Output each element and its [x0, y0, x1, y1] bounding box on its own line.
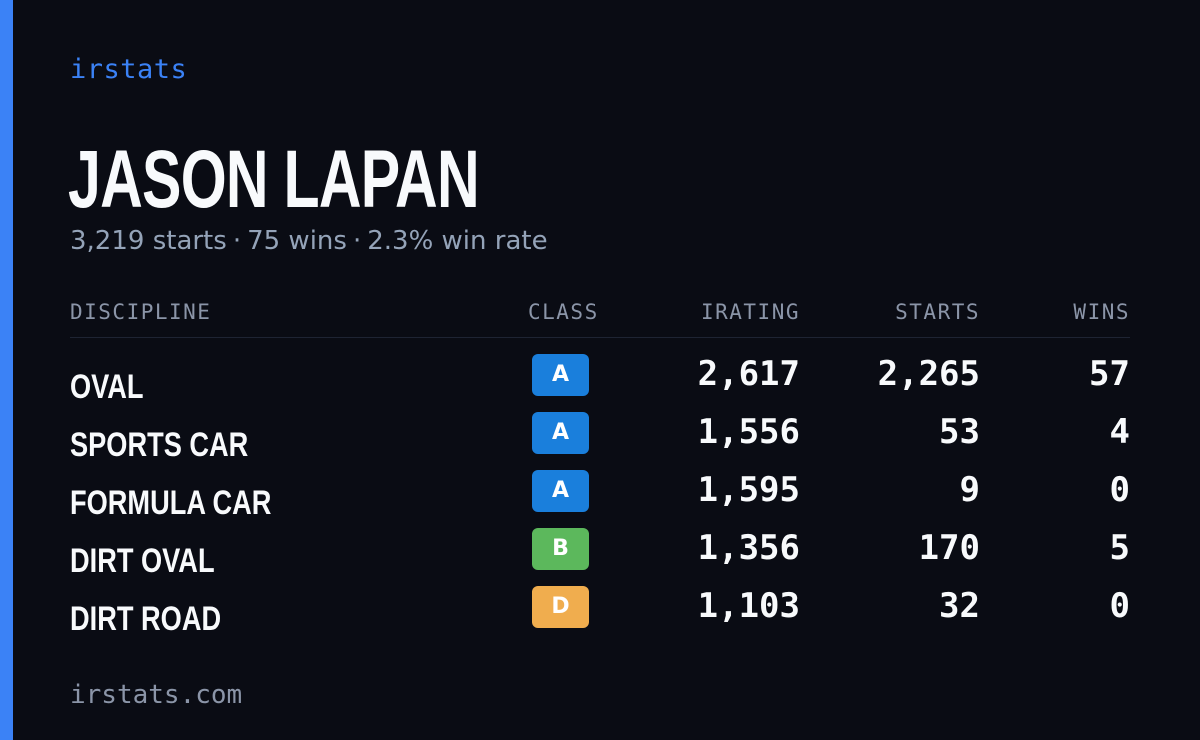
header-starts: STARTS	[895, 300, 980, 324]
footer-url[interactable]: irstats.com	[70, 680, 243, 710]
total-starts: 3,219 starts	[70, 226, 227, 256]
irating-value: 1,356	[697, 528, 800, 568]
separator: ·	[352, 226, 362, 256]
header-wins: WINS	[1073, 300, 1130, 324]
win-rate: 2.3% win rate	[367, 226, 548, 256]
driver-summary: 3,219 starts · 75 wins · 2.3% win rate	[70, 226, 548, 256]
table-header: DISCIPLINE CLASS IRATING STARTS WINS	[70, 300, 1130, 338]
class-badge: D	[532, 586, 589, 628]
driver-name: JASON LAPAN	[68, 134, 480, 225]
starts-value: 9	[959, 470, 980, 510]
discipline-name: DIRT OVAL	[70, 542, 215, 580]
discipline-name: OVAL	[70, 368, 144, 406]
header-discipline: DISCIPLINE	[70, 300, 212, 324]
table-row: OVAL A 2,617 2,265 57	[70, 354, 1130, 418]
wins-value: 4	[1109, 412, 1130, 452]
wins-value: 57	[1089, 354, 1130, 394]
starts-value: 53	[939, 412, 980, 452]
table-row: FORMULA CAR A 1,595 9 0	[70, 470, 1130, 534]
discipline-name: SPORTS CAR	[70, 426, 249, 464]
starts-value: 170	[918, 528, 980, 568]
class-badge: A	[532, 354, 589, 396]
table-row: DIRT OVAL B 1,356 170 5	[70, 528, 1130, 592]
discipline-name: DIRT ROAD	[70, 600, 222, 638]
discipline-name: FORMULA CAR	[70, 484, 272, 522]
irating-value: 1,595	[697, 470, 800, 510]
class-badge: B	[532, 528, 589, 570]
header-irating: IRATING	[700, 300, 800, 324]
class-badge: A	[532, 412, 589, 454]
irating-value: 1,103	[697, 586, 800, 626]
brand-logo-text: irstats	[70, 54, 188, 85]
table-row: SPORTS CAR A 1,556 53 4	[70, 412, 1130, 476]
starts-value: 2,265	[877, 354, 980, 394]
table-row: DIRT ROAD D 1,103 32 0	[70, 586, 1130, 650]
starts-value: 32	[939, 586, 980, 626]
wins-value: 0	[1109, 470, 1130, 510]
header-class: CLASS	[528, 300, 599, 324]
class-badge: A	[532, 470, 589, 512]
irating-value: 2,617	[697, 354, 800, 394]
accent-bar	[0, 0, 13, 740]
wins-value: 5	[1109, 528, 1130, 568]
total-wins: 75 wins	[247, 226, 347, 256]
wins-value: 0	[1109, 586, 1130, 626]
separator: ·	[232, 226, 242, 256]
irating-value: 1,556	[697, 412, 800, 452]
